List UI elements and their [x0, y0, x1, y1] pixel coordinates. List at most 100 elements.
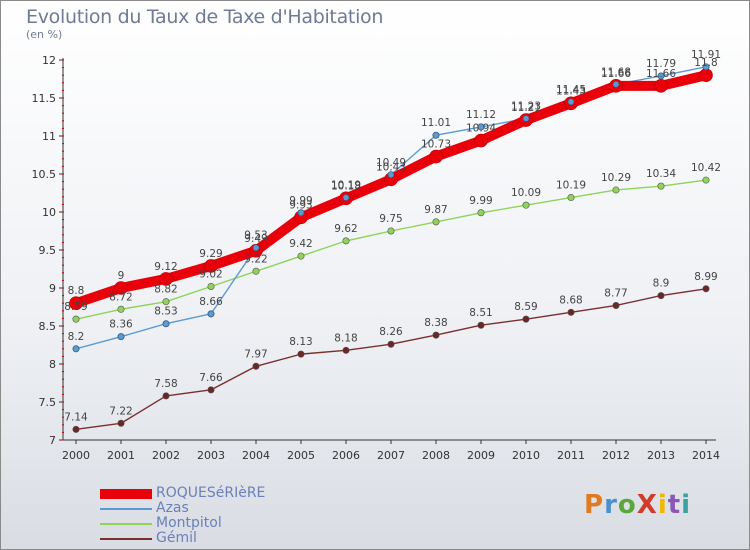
data-point-overlay — [567, 98, 575, 106]
data-label: 8.68 — [559, 294, 582, 306]
legend-swatch — [100, 523, 152, 525]
data-point-overlay — [297, 209, 305, 217]
data-point — [162, 298, 170, 306]
data-point — [522, 315, 530, 323]
data-label: 11.91 — [691, 49, 721, 61]
data-label: 10.49 — [376, 157, 406, 169]
data-label: 9.99 — [469, 195, 492, 207]
data-label: 11.8 — [694, 57, 717, 69]
data-point-overlay — [342, 194, 350, 201]
data-point — [612, 186, 620, 194]
data-label: 11.01 — [421, 117, 451, 129]
data-point-overlay — [387, 171, 395, 179]
data-label: 10.43 — [376, 161, 406, 173]
data-label: 10.34 — [646, 168, 676, 180]
data-label: 11.68 — [601, 66, 631, 78]
data-label: 8.66 — [199, 296, 223, 308]
data-label: 9.99 — [289, 195, 312, 207]
legend-label: Azas — [156, 500, 189, 516]
data-label: 8.13 — [289, 336, 312, 348]
y-tick-label: 7 — [49, 434, 56, 447]
data-point — [162, 392, 170, 400]
x-tick-label: 2012 — [602, 449, 630, 462]
x-tick-label: 2000 — [62, 449, 90, 462]
x-tick-label: 2003 — [197, 449, 225, 462]
logo-letter: o — [617, 490, 637, 520]
data-label: 10.29 — [601, 172, 631, 184]
legend-label: Montpitol — [156, 515, 222, 531]
data-point-overlay — [702, 63, 710, 71]
data-point — [72, 315, 80, 323]
y-tick-label: 8.5 — [39, 320, 57, 333]
data-label: 8.59 — [64, 301, 87, 313]
data-label: 8.59 — [514, 301, 537, 313]
y-tick-label: 10 — [42, 206, 56, 219]
data-label: 10.18 — [331, 180, 361, 192]
data-point — [657, 292, 665, 300]
data-label: 7.22 — [109, 405, 132, 417]
data-label: 9.29 — [199, 248, 222, 260]
data-label: 7.97 — [244, 348, 267, 360]
data-point-overlay — [657, 72, 665, 80]
data-point — [207, 282, 215, 290]
y-tick-label: 12 — [42, 54, 56, 67]
data-label: 9.62 — [334, 223, 357, 235]
logo-letter: r — [604, 490, 618, 520]
logo-letter: i — [657, 490, 668, 520]
data-point — [432, 331, 440, 339]
data-label: 7.66 — [199, 372, 223, 384]
x-tick-label: 2008 — [422, 449, 450, 462]
x-tick-label: 2001 — [107, 449, 135, 462]
data-point — [567, 308, 575, 316]
x-tick-label: 2013 — [647, 449, 675, 462]
data-point — [432, 218, 440, 226]
y-tick-label: 7.5 — [39, 396, 57, 409]
data-label: 8.26 — [379, 326, 403, 338]
data-label: 10.19 — [556, 180, 586, 192]
data-point — [654, 79, 668, 93]
data-label: 11.21 — [511, 102, 541, 114]
data-label: 9.02 — [199, 268, 222, 280]
data-point — [477, 209, 485, 217]
data-label: 8.38 — [424, 317, 447, 329]
data-label: 9.93 — [289, 199, 312, 211]
x-tick-label: 2005 — [287, 449, 315, 462]
y-tick-label: 8 — [49, 358, 56, 371]
data-label: 9.49 — [244, 233, 267, 245]
data-point — [522, 201, 530, 209]
data-point-overlay — [252, 244, 260, 252]
data-point — [252, 362, 260, 370]
legend-swatch — [100, 489, 152, 499]
data-point-overlay — [162, 320, 170, 328]
data-label: 8.9 — [653, 278, 670, 290]
proxiti-logo: ProXiti — [584, 490, 691, 520]
data-point-overlay — [117, 333, 125, 340]
data-label: 8.18 — [334, 332, 357, 344]
data-point — [342, 237, 350, 245]
data-label: 8.72 — [109, 291, 132, 303]
data-point — [297, 252, 305, 260]
y-tick-label: 11 — [42, 130, 56, 143]
data-point — [159, 272, 173, 286]
data-point — [429, 149, 443, 164]
logo-letter: P — [584, 490, 605, 520]
data-label: 11.12 — [466, 109, 496, 121]
data-label: 10.42 — [691, 162, 721, 174]
data-point — [477, 321, 485, 329]
legend-label: ROQUESéRIèRE — [156, 485, 266, 501]
data-label: 9.53 — [244, 230, 267, 242]
data-label: 9.75 — [379, 213, 402, 225]
data-point — [612, 301, 620, 309]
logo-letter: t — [667, 490, 682, 520]
x-tick-label: 2011 — [557, 449, 585, 462]
data-label: 9.22 — [244, 253, 267, 265]
data-point — [117, 419, 125, 427]
data-label: 11.45 — [556, 84, 586, 96]
data-point — [117, 305, 125, 313]
x-tick-label: 2007 — [377, 449, 405, 462]
data-label: 11.66 — [601, 68, 631, 80]
data-label: 8.8 — [68, 285, 85, 297]
data-label: 8.53 — [154, 306, 177, 318]
data-label: 8.36 — [109, 319, 133, 331]
legend-label: Gémil — [156, 530, 197, 546]
